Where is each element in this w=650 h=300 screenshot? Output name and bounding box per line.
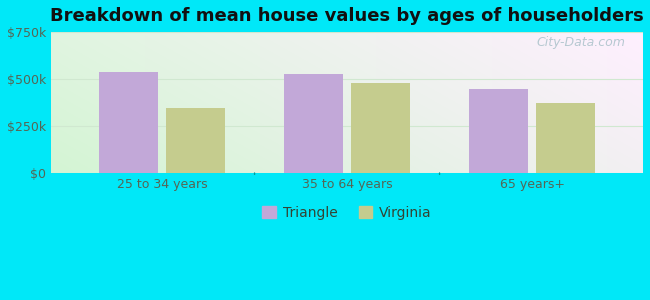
- Bar: [351, 83, 410, 173]
- Bar: [469, 89, 528, 173]
- Bar: [166, 108, 225, 173]
- Bar: [536, 103, 595, 173]
- Bar: [284, 74, 343, 173]
- Text: City-Data.com: City-Data.com: [536, 36, 625, 49]
- Legend: Triangle, Virginia: Triangle, Virginia: [257, 200, 437, 225]
- Bar: [99, 71, 159, 173]
- Title: Breakdown of mean house values by ages of householders: Breakdown of mean house values by ages o…: [50, 7, 644, 25]
